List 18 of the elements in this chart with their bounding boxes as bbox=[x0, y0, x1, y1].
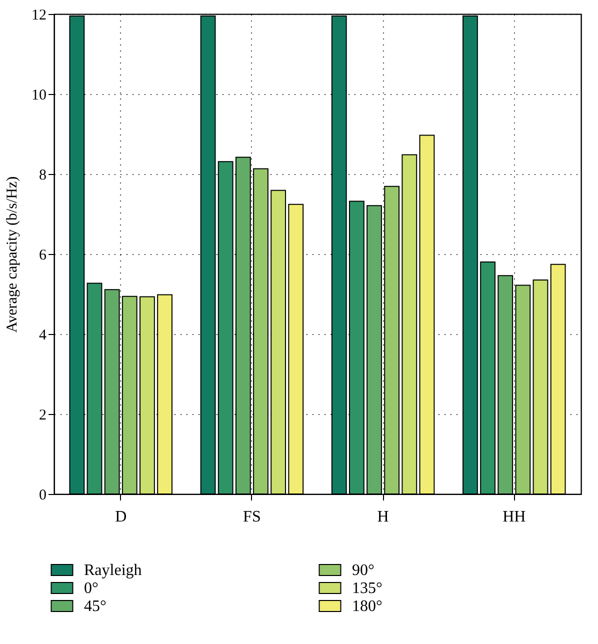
y-axis-title: Average capacity (b/s/Hz) bbox=[4, 176, 20, 333]
x-tick-label: FS bbox=[243, 508, 261, 526]
legend-label: 0° bbox=[84, 580, 98, 597]
legend-label: Rayleigh bbox=[84, 562, 142, 579]
y-tick-label: 4 bbox=[39, 328, 47, 344]
legend-label: 90° bbox=[352, 562, 374, 579]
legend-label: 180° bbox=[352, 598, 382, 615]
x-tick-label: D bbox=[115, 508, 127, 526]
y-tick-label: 2 bbox=[39, 408, 46, 424]
x-tick-label: H bbox=[377, 508, 390, 526]
y-tick-label: 12 bbox=[32, 8, 46, 24]
legend-label: 45° bbox=[84, 598, 106, 615]
y-tick-label: 0 bbox=[39, 488, 46, 504]
x-tick-label: HH bbox=[502, 508, 526, 526]
y-tick-label: 6 bbox=[39, 248, 47, 264]
legend-label: 135° bbox=[352, 580, 382, 597]
y-tick-label: 10 bbox=[32, 88, 46, 104]
y-tick-label: 8 bbox=[39, 168, 46, 184]
